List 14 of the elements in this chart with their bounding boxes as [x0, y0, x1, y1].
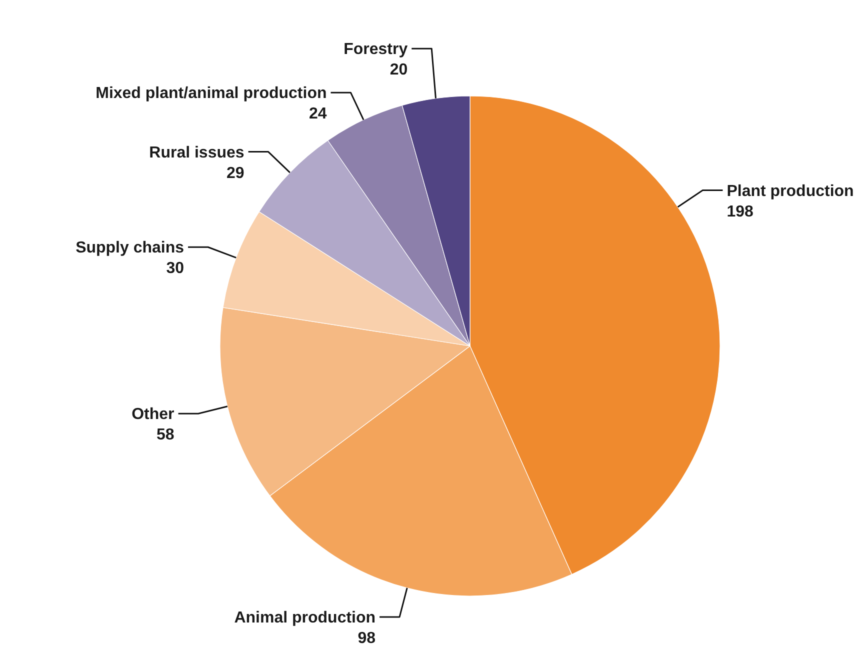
slice-label: Mixed plant/animal production: [96, 85, 327, 102]
slice-label: Other: [132, 406, 174, 424]
slice-label: Rural issues: [149, 144, 244, 162]
data-label: 30: [166, 260, 184, 278]
data-label: 58: [156, 426, 174, 444]
slice-label: Animal production: [234, 609, 376, 626]
data-label: 24: [308, 106, 327, 123]
slice-label: Supply chains: [76, 240, 184, 257]
data-label: 98: [358, 630, 376, 647]
data-label: 20: [390, 62, 408, 79]
data-label: 29: [226, 164, 244, 182]
slice-label: Forestry: [344, 41, 408, 58]
data-label: 198: [726, 203, 754, 220]
slice-label: Plant production: [726, 182, 854, 200]
